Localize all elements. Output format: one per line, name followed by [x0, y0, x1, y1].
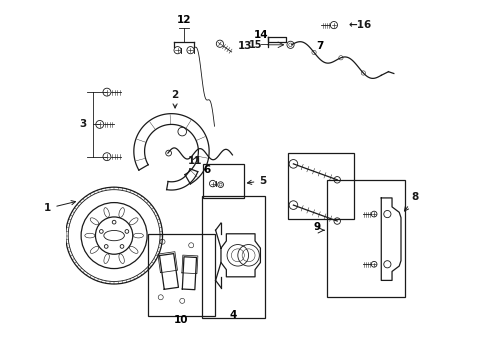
Text: ←16: ←16	[348, 20, 371, 30]
Text: 12: 12	[177, 15, 191, 26]
Text: 9: 9	[313, 222, 320, 231]
Text: 7: 7	[317, 41, 324, 50]
Text: 6: 6	[204, 165, 211, 175]
Text: 3: 3	[79, 120, 86, 129]
Text: 1: 1	[44, 201, 75, 213]
Text: 8: 8	[404, 192, 419, 211]
Text: 2: 2	[172, 90, 179, 108]
Text: 14: 14	[254, 30, 269, 40]
Text: 15: 15	[249, 40, 262, 50]
Text: 4: 4	[230, 310, 237, 320]
Text: 13: 13	[238, 41, 252, 51]
Text: 5: 5	[247, 176, 267, 186]
Text: 11: 11	[188, 156, 202, 166]
Text: 10: 10	[174, 315, 189, 325]
